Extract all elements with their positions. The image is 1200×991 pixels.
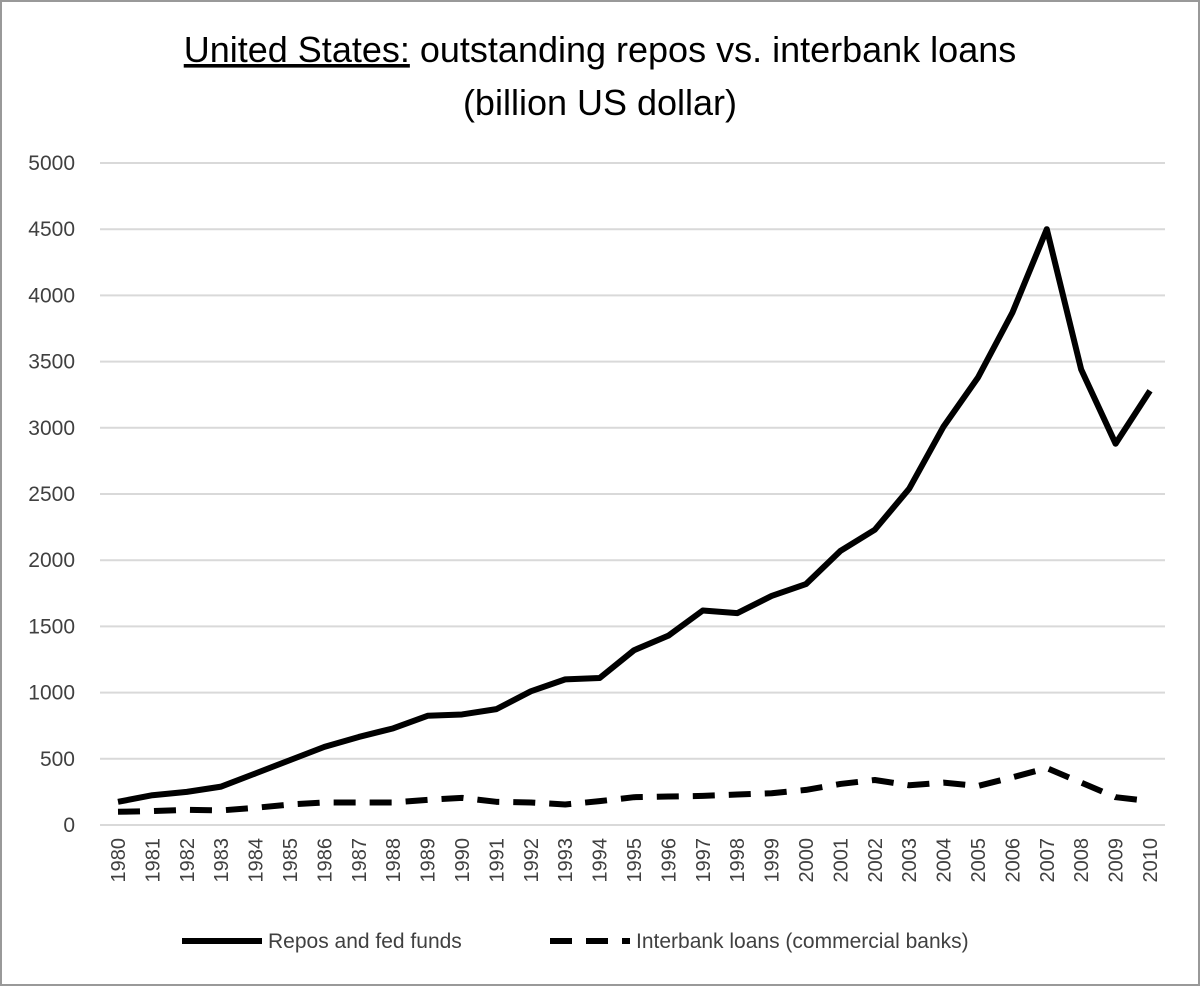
x-tick-label: 2000 [796, 838, 818, 883]
x-tick-label: 1989 [418, 838, 440, 883]
y-tick-label: 5000 [28, 152, 75, 175]
x-tick-label: 2007 [1037, 838, 1059, 883]
x-tick-label: 1984 [246, 838, 268, 883]
y-tick-label: 500 [40, 748, 75, 771]
x-tick-label: 1997 [693, 838, 715, 883]
x-tick-label: 2005 [968, 838, 990, 883]
line-series [117, 226, 1153, 805]
x-tick-label: 1990 [452, 838, 474, 883]
x-tick-label: 1980 [108, 838, 130, 883]
y-tick-label: 0 [63, 814, 75, 837]
x-tick-label: 2001 [830, 838, 852, 883]
y-tick-label: 3000 [28, 417, 75, 440]
x-tick-label: 2009 [1106, 838, 1128, 883]
y-tick-label: 2000 [28, 549, 75, 572]
x-tick-label: 1996 [658, 838, 680, 883]
x-tick-label: 2003 [899, 838, 921, 883]
chart-subtitle: (billion US dollar) [463, 82, 737, 123]
x-tick-label: 2010 [1140, 838, 1162, 883]
y-tick-label: 4000 [28, 284, 75, 307]
y-tick-label: 4500 [28, 218, 75, 241]
x-tick-label: 2004 [934, 838, 956, 883]
y-tick-label: 3500 [28, 351, 75, 374]
x-tick-label: 1999 [762, 838, 784, 883]
y-tick-label: 1000 [28, 682, 75, 705]
title-text: outstanding repos vs. interbank loans [420, 29, 1016, 70]
x-tick-label: 1993 [555, 838, 577, 883]
x-tick-label: 1994 [590, 838, 612, 883]
x-tick-label: 1988 [383, 838, 405, 883]
x-tick-label: 1987 [349, 838, 371, 883]
x-tick-label: 1982 [177, 838, 199, 883]
x-tick-label: 1986 [314, 838, 336, 883]
title-emphasis: United States: [184, 29, 410, 70]
y-tick-label: 1500 [28, 615, 75, 638]
x-tick-label: 2002 [865, 838, 887, 883]
x-tick-label: 1981 [142, 838, 164, 883]
x-tick-label: 1983 [211, 838, 233, 883]
y-tick-label: 2500 [28, 483, 75, 506]
x-tick-label: 1991 [486, 838, 508, 883]
legend-label: Repos and fed funds [268, 930, 462, 953]
x-tick-label: 1992 [521, 838, 543, 883]
chart-title: United States: outstanding repos vs. int… [184, 29, 1017, 70]
x-tick-label: 1995 [624, 838, 646, 883]
x-tick-label: 1985 [280, 838, 302, 883]
legend-label: Interbank loans (commercial banks) [636, 930, 969, 953]
line-series [117, 765, 1151, 815]
x-tick-label: 2006 [1002, 838, 1024, 883]
x-tick-label: 1998 [727, 838, 749, 883]
x-tick-label: 2008 [1071, 838, 1093, 883]
